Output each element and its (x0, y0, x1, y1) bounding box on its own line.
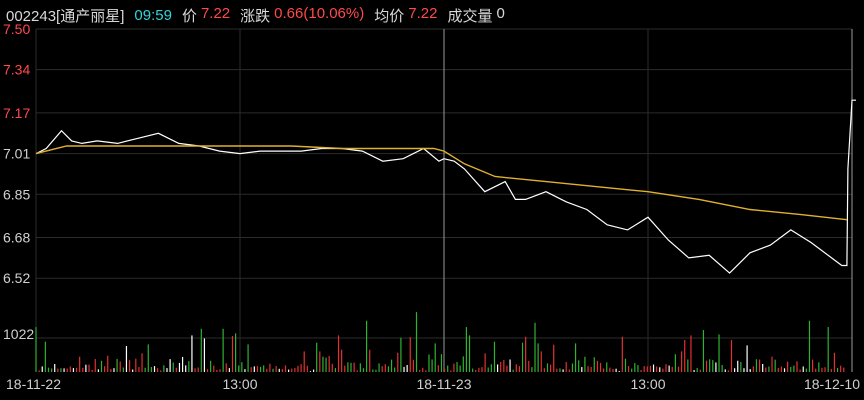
volume-field: 成交量 0 (447, 5, 504, 26)
quote-time: 09:59 (134, 6, 172, 24)
time-tick-label: 18-11-23 (416, 376, 471, 392)
average-field: 均价 7.22 (374, 5, 437, 26)
price-value: 7.22 (200, 4, 231, 22)
change-value: 0.66(10.06%) (274, 4, 365, 22)
price-tick-label: 7.34 (3, 62, 30, 78)
time-tick-label: 18-12-10 (804, 376, 860, 392)
time-tick-label: 13:00 (222, 376, 257, 392)
price-tick-label: 7.17 (3, 105, 30, 121)
change-field: 涨跌 0.66(10.06%) (240, 5, 364, 26)
price-tick-label: 7.01 (3, 146, 30, 162)
price-tick-label: 6.68 (3, 230, 30, 246)
price-field: 价 7.22 (182, 5, 230, 26)
price-tick-label: 6.85 (3, 186, 30, 202)
price-tick-label: 6.52 (3, 270, 30, 286)
volume-tick-label: 1022 (3, 326, 34, 342)
average-value: 7.22 (408, 4, 438, 22)
price-label: 价 (181, 7, 197, 25)
volume-value: 0 (496, 4, 505, 22)
day-separators (443, 29, 853, 372)
price-lines (35, 99, 856, 274)
price-line (35, 99, 856, 274)
time-tick-label: 13:00 (630, 376, 665, 392)
average-price-line (35, 145, 847, 221)
average-label: 均价 (374, 7, 405, 25)
volume-label: 成交量 (447, 7, 493, 25)
price-tick-label: 7.50 (3, 21, 30, 37)
change-label: 涨跌 (240, 7, 271, 25)
volume-bars (35, 312, 845, 372)
quote-header: 002243[通产丽星] 09:59 价 7.22 涨跌 0.66(10.06%… (6, 5, 505, 25)
time-axis: 18-11-22 13:00 18-11-23 13:00 18-12-10 (6, 376, 860, 392)
price-axis: 7.50 7.34 7.17 7.01 6.85 6.68 6.52 (3, 21, 30, 286)
stock-code-name: 002243[通产丽星] (6, 7, 125, 25)
time-tick-label: 18-11-22 (6, 376, 61, 392)
